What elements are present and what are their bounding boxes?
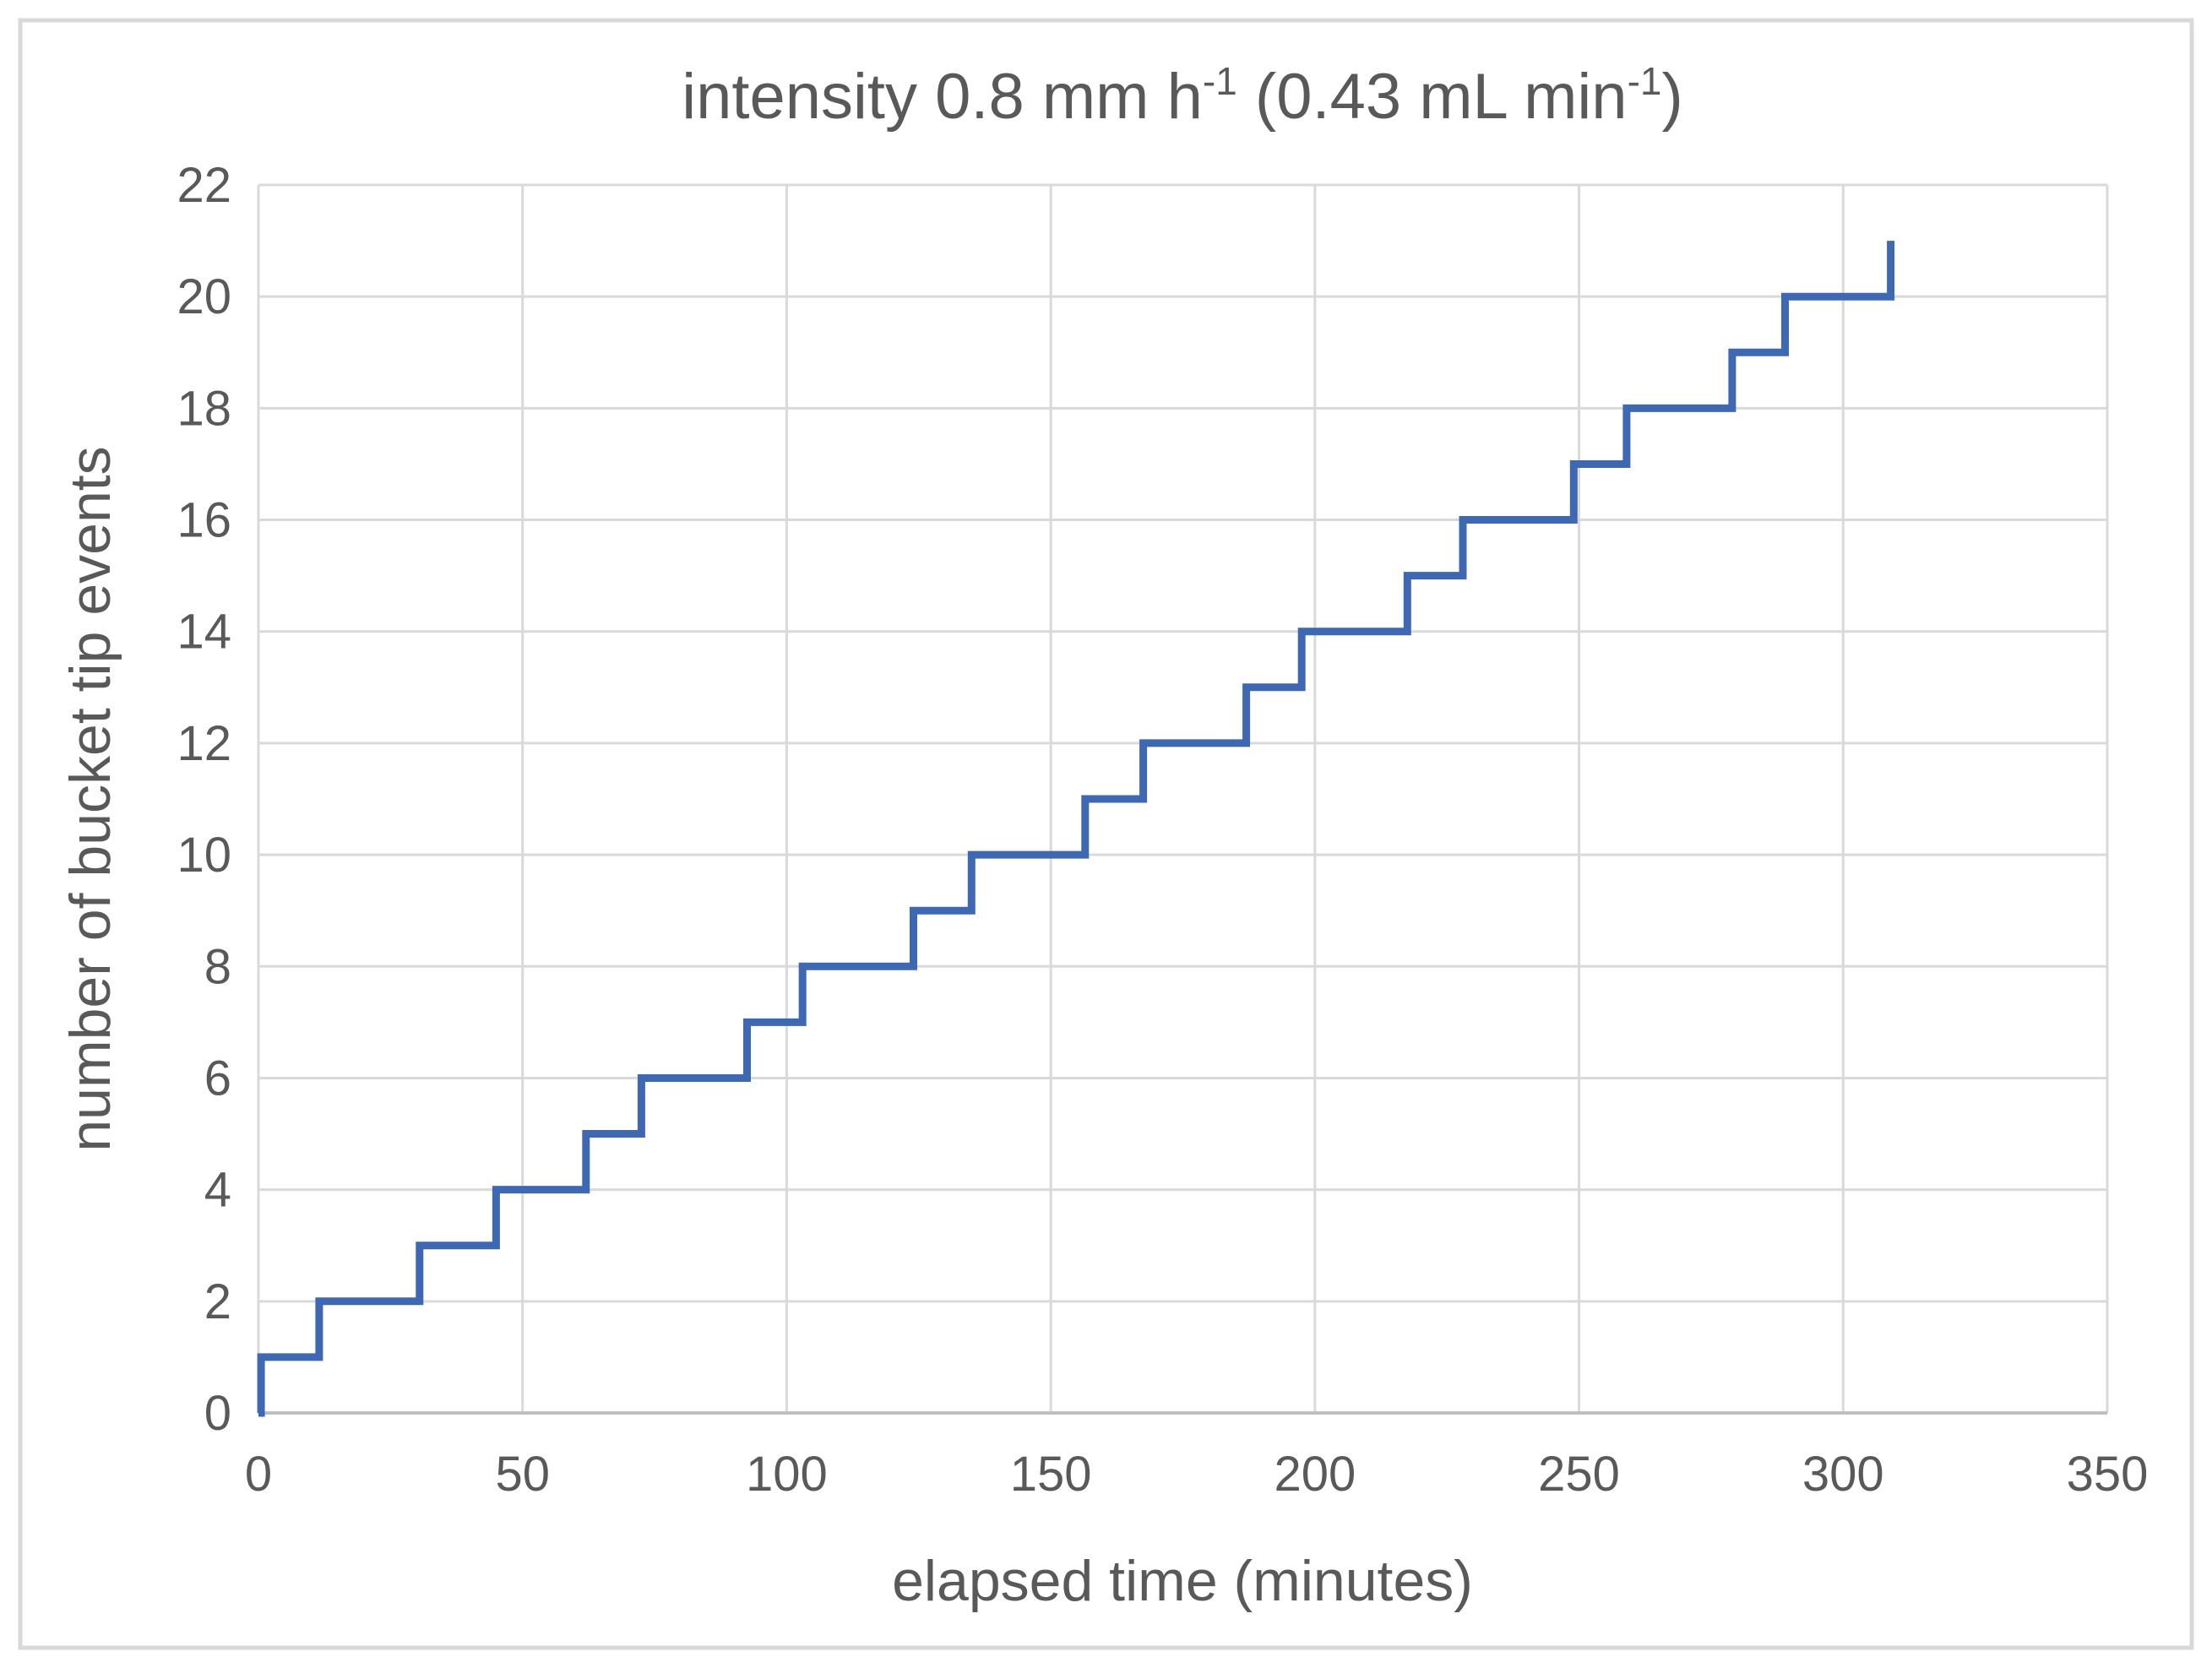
- y-tick-label-18: 18: [177, 381, 231, 436]
- y-tick-label-6: 6: [204, 1051, 231, 1106]
- x-tick-label-350: 350: [2067, 1447, 2149, 1502]
- x-axis-tick-labels: 0 50 100 150 200 250 300 350: [245, 1447, 2149, 1502]
- step-line-series: [257, 241, 1895, 1417]
- gridlines: [257, 183, 2109, 1415]
- figure-border: [18, 18, 2194, 1650]
- title-superscript: -1: [1628, 59, 1662, 103]
- x-tick-label-250: 250: [1538, 1447, 1620, 1502]
- x-tick-label-300: 300: [1802, 1447, 1884, 1502]
- y-tick-label-2: 2: [204, 1274, 231, 1329]
- title-superscript: -1: [1203, 59, 1237, 103]
- title-text: intensity 0.8 mm h: [682, 61, 1203, 133]
- y-axis-tick-labels: 0 2 4 6 8 10 12 14 16 18 20 22: [177, 158, 231, 1441]
- x-tick-label-100: 100: [746, 1447, 828, 1502]
- y-tick-label-8: 8: [204, 939, 231, 994]
- y-tick-label-4: 4: [204, 1163, 231, 1218]
- y-tick-label-12: 12: [177, 716, 231, 771]
- x-tick-label-0: 0: [245, 1447, 272, 1502]
- y-axis-title: number of bucket tip events: [58, 446, 122, 1151]
- y-tick-label-22: 22: [177, 158, 231, 213]
- x-tick-label-50: 50: [495, 1447, 550, 1502]
- x-axis-title: elapsed time (minutes): [892, 1549, 1473, 1613]
- x-tick-label-200: 200: [1274, 1447, 1356, 1502]
- title-text: ): [1661, 61, 1682, 133]
- y-tick-label-0: 0: [204, 1386, 231, 1441]
- y-tick-label-10: 10: [177, 828, 231, 883]
- y-tick-label-16: 16: [177, 493, 231, 548]
- y-tick-label-14: 14: [177, 605, 231, 660]
- x-tick-label-150: 150: [1010, 1447, 1092, 1502]
- title-text: (0.43 mL min: [1237, 61, 1628, 133]
- y-tick-label-20: 20: [177, 269, 231, 324]
- chart-title: intensity 0.8 mm h-1 (0.43 mL min-1): [682, 59, 1683, 133]
